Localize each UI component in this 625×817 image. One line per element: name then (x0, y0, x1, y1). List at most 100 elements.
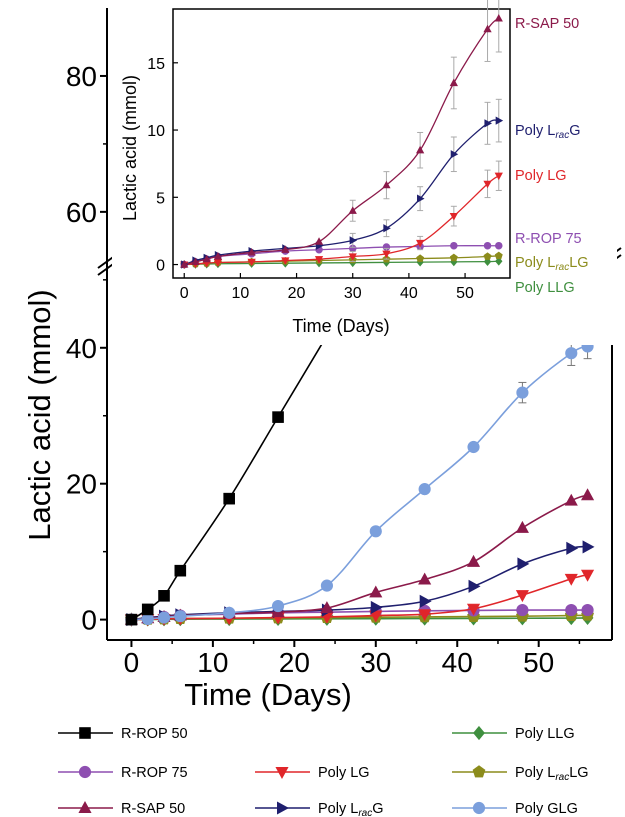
inset-series-label-text: Poly L (515, 255, 555, 271)
inset-data-point-r-sap-50 (180, 260, 189, 268)
legend-label: Poly LracG (318, 801, 384, 817)
inset-data-point-poly-lracg (417, 194, 425, 203)
data-point-poly-lracg (582, 540, 595, 554)
data-point-r-sap-50 (515, 520, 529, 533)
data-point-r-rop-50 (125, 613, 138, 626)
legend-label-text: R-ROP 75 (121, 765, 188, 781)
inset-chart: 0 5 10 15 0 10 20 30 40 50 Time (Days) Lactic acid … (120, 0, 589, 336)
data-point-r-rop-50 (174, 564, 187, 577)
inset-data-point-r-sap-50 (382, 180, 391, 189)
inset-data-point-poly-lraclg (483, 252, 492, 260)
legend-label-subscript: rac (358, 808, 372, 817)
inset-data-point-poly-lraclg (416, 254, 425, 262)
x-tick-label: 10 (197, 647, 228, 678)
series-r-sap-50 (124, 488, 595, 625)
data-point-poly-glg (271, 599, 285, 613)
inset-x-tick-label: 20 (288, 285, 306, 302)
legend-entry-poly-lg: Poly LG (255, 765, 370, 781)
legend-label-suffix: G (372, 801, 383, 817)
x-tick-label: 50 (523, 647, 554, 678)
inset-panel (112, 0, 617, 345)
data-point-poly-lg (515, 590, 529, 603)
inset-data-point-poly-lg (247, 258, 256, 267)
data-point-r-rop-75 (516, 604, 529, 617)
data-point-r-rop-50 (223, 492, 235, 505)
inset-data-point-poly-lg (483, 180, 492, 189)
legend-swatch-marker (472, 765, 486, 778)
series-line-poly-glg (131, 345, 588, 621)
data-point-r-rop-50 (141, 603, 154, 616)
inset-data-point-r-rop-75 (495, 241, 503, 250)
legend-swatch-marker (275, 767, 289, 779)
legend-label-text: Poly GLG (515, 801, 578, 817)
inset-x-tick-label: 10 (232, 285, 250, 302)
data-point-r-rop-75 (565, 604, 578, 617)
inset-y-tick-label: 0 (156, 258, 165, 275)
inset-series-label-text: R-SAP 50 (515, 16, 579, 32)
inset-data-point-poly-lg (281, 257, 290, 265)
inset-data-point-r-sap-50 (348, 206, 357, 214)
inset-series-label: Poly LG (515, 168, 567, 184)
y-axis-title: Lactic acid (mmol) (22, 289, 57, 541)
y-tick-label: 40 (66, 333, 97, 364)
data-point-r-sap-50 (418, 572, 432, 585)
inset-series-label-subscript: rac (555, 262, 569, 273)
data-point-r-sap-50 (466, 554, 481, 567)
inset-x-tick-label: 50 (456, 285, 474, 302)
inset-data-point-poly-lracg (450, 150, 459, 159)
data-point-poly-lg (466, 603, 481, 616)
legend-entry-r-rop-75: R-ROP 75 (58, 765, 188, 781)
data-point-poly-glg (565, 347, 578, 360)
series-line-r-sap-50 (131, 494, 588, 621)
y-tick-label: 0 (81, 605, 97, 636)
data-point-poly-glg (174, 610, 187, 623)
x-tick-label: 0 (124, 647, 140, 678)
inset-data-point-poly-lg (382, 250, 391, 259)
inset-x-tick-label: 0 (180, 285, 189, 302)
legend-entry-poly-lracg: Poly LracG (255, 801, 384, 817)
inset-data-point-poly-lg (314, 256, 324, 264)
inset-y-tick-label: 10 (147, 123, 165, 140)
inset-y-tick-label: 5 (156, 190, 165, 207)
data-point-r-rop-50 (158, 590, 170, 602)
inset-series-label-subscript: rac (555, 130, 569, 141)
inset-x-tick-label: 40 (400, 285, 418, 302)
legend-label: Poly LG (318, 765, 370, 781)
y-tick-label: 80 (66, 61, 97, 92)
inset-series-label-suffix: G (569, 123, 580, 139)
legend-label: Poly LracLG (515, 765, 589, 783)
legend-entry-r-sap-50: R-SAP 50 (58, 801, 185, 817)
legend-label-text: R-SAP 50 (121, 801, 185, 817)
inset-data-point-r-sap-50 (213, 252, 223, 260)
legend-label-text: Poly L (318, 801, 358, 817)
data-point-r-sap-50 (581, 488, 595, 501)
inset-data-point-poly-lraclg (449, 253, 458, 262)
data-point-poly-lracg (468, 579, 481, 593)
legend-swatch-marker (472, 801, 486, 815)
x-tick-label: 20 (279, 647, 310, 678)
data-point-poly-lracg (419, 594, 432, 608)
inset-data-point-r-sap-50 (415, 145, 425, 154)
legend-label: R-ROP 75 (121, 765, 188, 781)
inset-data-point-poly-lracg (495, 116, 504, 125)
data-point-r-sap-50 (564, 493, 578, 506)
inset-data-point-r-rop-75 (450, 241, 458, 250)
inset-series-label-text: R-ROP 75 (515, 231, 582, 247)
inset-series-label: Poly LracLG (515, 255, 589, 273)
legend-swatch-marker (79, 727, 91, 739)
data-point-r-sap-50 (320, 601, 334, 614)
inset-series-label: R-SAP 50 (515, 16, 579, 32)
data-point-poly-lracg (566, 541, 579, 555)
y-tick-label: 60 (66, 197, 97, 228)
legend-label-text: Poly LG (318, 765, 370, 781)
inset-series-label-text: Poly L (515, 123, 555, 139)
inset-y-axis-title: Lactic acid (mmol) (120, 75, 140, 221)
inset-x-axis-title: Time (Days) (292, 316, 389, 336)
inset-series-label-suffix: LG (569, 255, 588, 271)
inset-data-point-poly-lg (348, 253, 357, 261)
inset-data-point-poly-lracg (349, 236, 358, 245)
data-point-r-sap-50 (369, 585, 383, 598)
data-point-poly-glg (467, 440, 480, 454)
legend-entry-poly-lraclg: Poly LracLG (452, 765, 589, 783)
